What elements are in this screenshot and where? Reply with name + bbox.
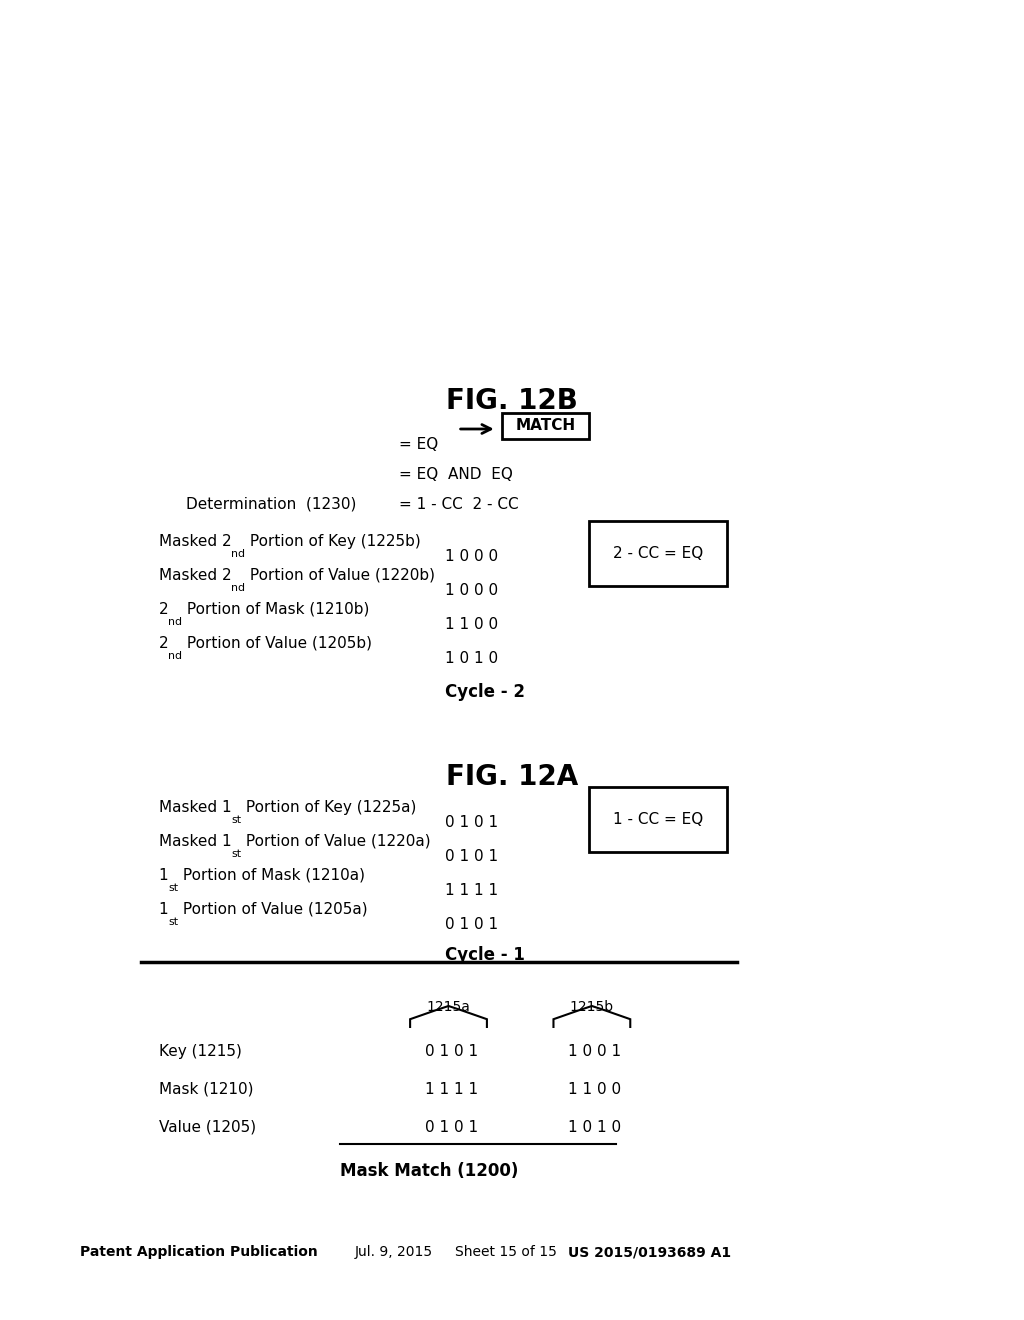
Text: Cycle - 1: Cycle - 1	[445, 946, 525, 964]
Text: 2: 2	[159, 602, 168, 616]
Text: = EQ: = EQ	[399, 437, 438, 451]
Text: = EQ  AND  EQ: = EQ AND EQ	[399, 467, 513, 482]
Text: 0 1 0 1: 0 1 0 1	[425, 1119, 478, 1135]
Text: nd: nd	[168, 616, 182, 627]
Text: 1 1 1 1: 1 1 1 1	[425, 1082, 478, 1097]
FancyBboxPatch shape	[589, 521, 727, 586]
Text: MATCH: MATCH	[515, 418, 575, 433]
Text: 1215b: 1215b	[569, 1001, 614, 1014]
Text: 1 1 1 1: 1 1 1 1	[445, 883, 499, 898]
Text: Portion of Mask (1210b): Portion of Mask (1210b)	[182, 602, 370, 616]
Text: 2: 2	[159, 636, 168, 651]
Text: 1 0 0 0: 1 0 0 0	[445, 549, 499, 564]
Text: 1215a: 1215a	[427, 1001, 470, 1014]
Text: 1 1 0 0: 1 1 0 0	[568, 1082, 622, 1097]
Text: Portion of Mask (1210a): Portion of Mask (1210a)	[178, 869, 366, 883]
Text: Patent Application Publication: Patent Application Publication	[80, 1245, 317, 1259]
Text: Portion of Value (1205b): Portion of Value (1205b)	[182, 636, 373, 651]
Text: 0 1 0 1: 0 1 0 1	[445, 917, 499, 932]
Text: US 2015/0193689 A1: US 2015/0193689 A1	[568, 1245, 731, 1259]
Text: 1: 1	[159, 902, 168, 917]
Text: Value (1205): Value (1205)	[159, 1119, 256, 1135]
Text: Portion of Value (1220b): Portion of Value (1220b)	[246, 568, 435, 583]
Text: 1 0 1 0: 1 0 1 0	[445, 651, 499, 667]
Text: 1 - CC = EQ: 1 - CC = EQ	[612, 812, 703, 828]
Text: 1 0 0 1: 1 0 0 1	[568, 1044, 622, 1059]
Text: nd: nd	[231, 549, 246, 558]
Text: 0 1 0 1: 0 1 0 1	[445, 814, 499, 830]
Text: 2 - CC = EQ: 2 - CC = EQ	[612, 546, 703, 561]
Text: nd: nd	[168, 651, 182, 660]
Text: st: st	[168, 883, 178, 892]
Text: FIG. 12B: FIG. 12B	[446, 387, 578, 414]
Text: Mask (1210): Mask (1210)	[159, 1082, 253, 1097]
Text: 1 1 0 0: 1 1 0 0	[445, 616, 499, 632]
Text: = 1 - CC  2 - CC: = 1 - CC 2 - CC	[399, 498, 519, 512]
Text: 1 0 0 0: 1 0 0 0	[445, 583, 499, 598]
Text: Masked 2: Masked 2	[159, 535, 231, 549]
Text: Key (1215): Key (1215)	[159, 1044, 242, 1059]
Text: FIG. 12A: FIG. 12A	[445, 763, 579, 791]
Text: Portion of Value (1220a): Portion of Value (1220a)	[242, 834, 431, 849]
Text: Masked 1: Masked 1	[159, 800, 231, 814]
Text: st: st	[168, 916, 178, 927]
Text: Masked 2: Masked 2	[159, 568, 231, 583]
FancyBboxPatch shape	[502, 413, 589, 440]
Text: 1 0 1 0: 1 0 1 0	[568, 1119, 622, 1135]
Text: 0 1 0 1: 0 1 0 1	[445, 849, 499, 865]
Text: Sheet 15 of 15: Sheet 15 of 15	[455, 1245, 557, 1259]
Text: st: st	[231, 849, 242, 858]
Text: Jul. 9, 2015: Jul. 9, 2015	[355, 1245, 433, 1259]
Text: st: st	[231, 814, 242, 825]
Text: Cycle - 2: Cycle - 2	[445, 682, 525, 701]
Text: 1: 1	[159, 869, 168, 883]
Text: Masked 1: Masked 1	[159, 834, 231, 849]
Text: Portion of Value (1205a): Portion of Value (1205a)	[178, 902, 368, 917]
Text: Determination  (1230): Determination (1230)	[186, 498, 356, 512]
Text: 0 1 0 1: 0 1 0 1	[425, 1044, 478, 1059]
Text: Portion of Key (1225b): Portion of Key (1225b)	[246, 535, 421, 549]
FancyBboxPatch shape	[589, 787, 727, 851]
Text: Portion of Key (1225a): Portion of Key (1225a)	[242, 800, 417, 814]
Text: Mask Match (1200): Mask Match (1200)	[340, 1162, 518, 1180]
Text: nd: nd	[231, 582, 246, 593]
